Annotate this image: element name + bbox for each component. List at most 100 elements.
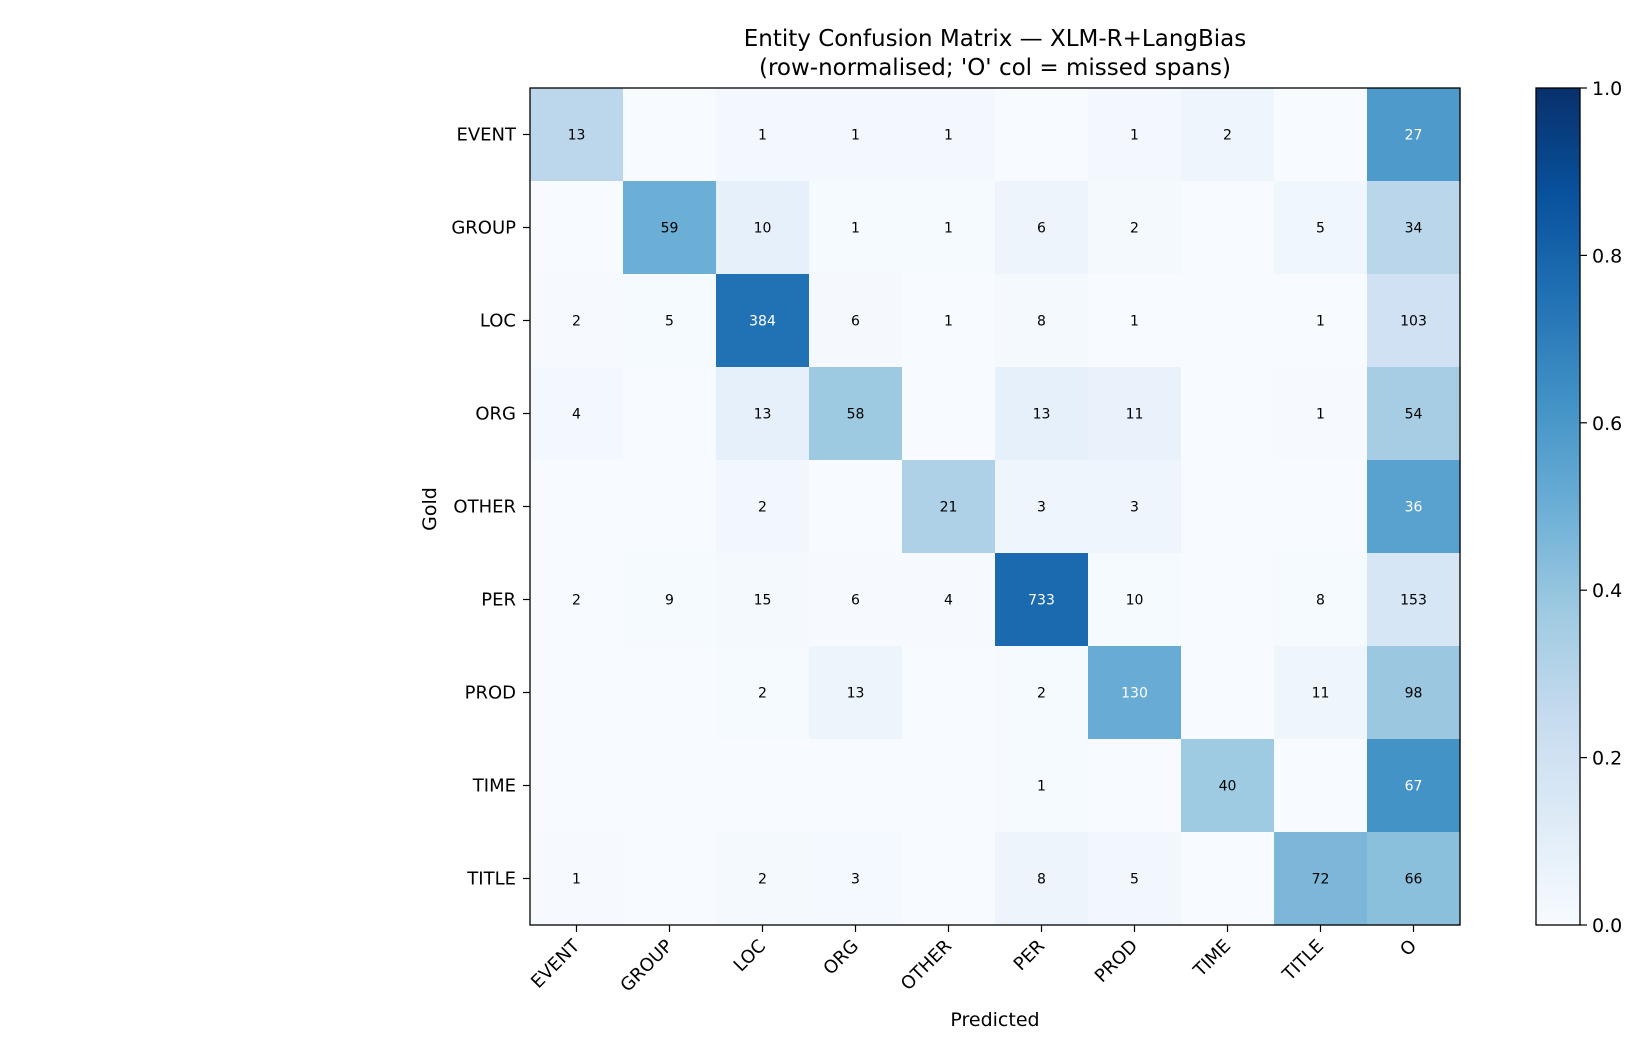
colorbar-tick-label: 0.2 <box>1592 748 1622 770</box>
y-tick-label-event: EVENT <box>456 125 517 146</box>
cell-label-loc-event: 2 <box>572 314 581 330</box>
cell-other-loc <box>716 460 810 554</box>
cell-label-event-other: 1 <box>944 128 953 144</box>
cell-other-org <box>809 460 903 554</box>
y-axis-ticks: EVENT GROUP LOC ORG OTHER PER PROD TIME TITLE <box>451 125 530 890</box>
cell-loc-org <box>809 274 903 368</box>
cell-title-loc <box>716 832 810 926</box>
cell-label-title-o: 66 <box>1405 872 1423 888</box>
cell-org-title <box>1274 367 1368 461</box>
y-tick-label-org: ORG <box>475 404 516 425</box>
x-tick-label-event: EVENT <box>527 935 585 993</box>
cell-time-group <box>623 739 717 833</box>
cell-title-o <box>1367 832 1461 926</box>
cell-label-prod-loc: 2 <box>758 686 767 702</box>
cell-label-org-prod: 11 <box>1126 407 1144 423</box>
cell-other-time <box>1181 460 1275 554</box>
cell-label-group-per: 6 <box>1037 221 1046 237</box>
x-tick-label-group: GROUP <box>616 936 677 997</box>
cell-label-prod-org: 13 <box>847 686 865 702</box>
cell-label-loc-o: 103 <box>1400 314 1427 330</box>
cell-title-org <box>809 832 903 926</box>
cell-label-per-loc: 15 <box>754 593 772 609</box>
cell-org-loc <box>716 367 810 461</box>
cell-label-loc-org: 6 <box>851 314 860 330</box>
x-tick-label-per: PER <box>1010 936 1049 975</box>
cell-event-title <box>1274 88 1368 182</box>
cell-label-event-prod: 1 <box>1130 128 1139 144</box>
cell-other-o <box>1367 460 1461 554</box>
cell-title-other <box>902 832 996 926</box>
cell-prod-per <box>995 646 1089 740</box>
cell-title-group <box>623 832 717 926</box>
cell-label-group-org: 1 <box>851 221 860 237</box>
cell-label-title-event: 1 <box>572 872 581 888</box>
cell-org-org <box>809 367 903 461</box>
cell-label-time-o: 67 <box>1405 779 1423 795</box>
cell-event-prod <box>1088 88 1182 182</box>
cell-org-event <box>530 367 624 461</box>
cell-time-per <box>995 739 1089 833</box>
cell-label-group-group: 59 <box>661 221 679 237</box>
cell-loc-other <box>902 274 996 368</box>
colorbar-ticks: 0.0 0.2 0.4 0.6 0.8 1.0 <box>1580 78 1622 937</box>
y-tick-label-prod: PROD <box>465 683 516 704</box>
cell-org-other <box>902 367 996 461</box>
cell-label-prod-title: 11 <box>1312 686 1330 702</box>
cell-group-event <box>530 181 624 275</box>
cell-label-group-title: 5 <box>1316 221 1325 237</box>
cell-prod-o <box>1367 646 1461 740</box>
cell-time-other <box>902 739 996 833</box>
x-tick-label-o: O <box>1396 936 1421 961</box>
cell-event-org <box>809 88 903 182</box>
cell-label-prod-prod: 130 <box>1121 686 1148 702</box>
cell-time-time <box>1181 739 1275 833</box>
cell-prod-prod <box>1088 646 1182 740</box>
cell-time-title <box>1274 739 1368 833</box>
cell-org-o <box>1367 367 1461 461</box>
chart-title: Entity Confusion Matrix — XLM-R+LangBias <box>744 26 1247 52</box>
cell-prod-event <box>530 646 624 740</box>
cell-label-other-o: 36 <box>1405 500 1423 516</box>
cell-prod-title <box>1274 646 1368 740</box>
cell-label-loc-title: 1 <box>1316 314 1325 330</box>
cell-prod-time <box>1181 646 1275 740</box>
cell-title-time <box>1181 832 1275 926</box>
cell-prod-other <box>902 646 996 740</box>
cell-org-per <box>995 367 1089 461</box>
cell-label-per-per: 733 <box>1028 593 1055 609</box>
cell-loc-time <box>1181 274 1275 368</box>
cell-group-org <box>809 181 903 275</box>
cell-label-group-other: 1 <box>944 221 953 237</box>
cell-label-per-group: 9 <box>665 593 674 609</box>
colorbar-tick-label: 1.0 <box>1592 78 1622 100</box>
cell-group-loc <box>716 181 810 275</box>
y-axis-label: Gold <box>419 487 441 531</box>
cell-time-event <box>530 739 624 833</box>
cell-label-per-o: 153 <box>1400 593 1427 609</box>
x-tick-label-other: OTHER <box>897 936 956 995</box>
cell-org-group <box>623 367 717 461</box>
cell-group-o <box>1367 181 1461 275</box>
cell-label-event-loc: 1 <box>758 128 767 144</box>
cell-loc-o <box>1367 274 1461 368</box>
colorbar-tick-label: 0.4 <box>1592 580 1622 602</box>
cell-other-per <box>995 460 1089 554</box>
cell-org-prod <box>1088 367 1182 461</box>
cell-other-group <box>623 460 717 554</box>
cell-time-prod <box>1088 739 1182 833</box>
y-tick-label-time: TIME <box>472 776 516 797</box>
cell-label-other-prod: 3 <box>1130 500 1139 516</box>
y-tick-label-title: TITLE <box>466 869 516 890</box>
cell-per-title <box>1274 553 1368 647</box>
cell-label-time-per: 1 <box>1037 779 1046 795</box>
cell-loc-loc <box>716 274 810 368</box>
cell-per-loc <box>716 553 810 647</box>
cell-label-title-loc: 2 <box>758 872 767 888</box>
cell-per-org <box>809 553 903 647</box>
cell-label-event-event: 13 <box>568 128 586 144</box>
cell-label-title-title: 72 <box>1312 872 1330 888</box>
y-tick-label-group: GROUP <box>451 218 516 239</box>
